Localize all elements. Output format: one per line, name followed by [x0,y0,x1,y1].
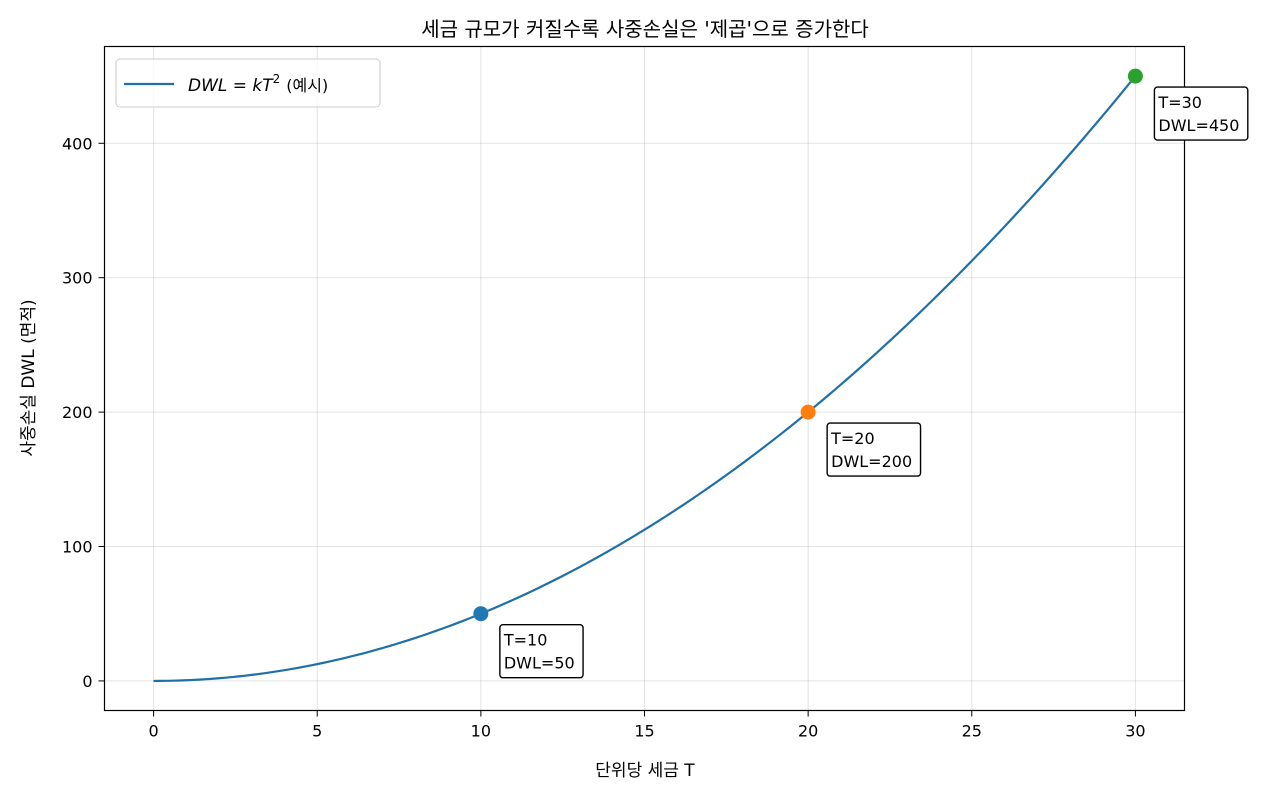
legend-suffix: (예시) [286,76,328,95]
point-annotation-line1: T=20 [830,429,875,448]
y-axis-ticks: 0 100 200 300 400 [62,134,105,691]
legend-exp: 2 [273,72,281,86]
legend-math: DWL = kT [188,76,274,96]
dwl-curve [153,75,1137,683]
chart-title: 세금 규모가 커질수록 사중손실은 '제곱'으로 증가한다 [421,17,869,41]
x-tick-label: 0 [148,722,158,741]
x-tick-label: 25 [962,722,982,741]
legend-label: DWL = kT2 (예시) [188,72,328,96]
point-annotation-line1: T=30 [1157,93,1202,112]
x-axis-ticks: 0 5 10 15 20 25 30 [148,710,1146,741]
grid [104,46,1185,711]
point-annotation-line2: DWL=200 [831,452,912,471]
x-axis-label: 단위당 세금 T [595,761,695,781]
y-tick-label: 200 [62,403,93,422]
y-tick-label: 400 [62,134,93,153]
x-tick-label: 15 [634,722,654,741]
point-annotation-box [499,624,584,679]
y-axis-label: 사중손실 DWL (면적) [19,299,39,456]
legend: DWL = kT2 (예시) [115,58,381,108]
point-annotation-line2: DWL=50 [504,654,575,673]
curve-layer [153,75,1137,683]
x-tick-label: 30 [1125,722,1145,741]
x-tick-label: 20 [798,722,818,741]
y-tick-label: 0 [82,672,92,691]
x-tick-label: 5 [312,722,322,741]
legend-box [115,58,381,108]
point-annotation-line2: DWL=450 [1158,116,1239,135]
annotation-layer: T=10 DWL=50 T=20 DWL=200 T=30 DWL=450 [499,86,1249,679]
point-annotation-box [1153,86,1249,141]
y-tick-label: 100 [62,538,93,557]
points-layer [473,68,1143,622]
point-annotation-line1: T=10 [503,631,548,650]
data-point [473,606,489,622]
point-annotation-box [826,422,922,477]
data-point [800,404,816,420]
data-point [1127,68,1143,84]
y-tick-label: 300 [62,269,93,288]
x-tick-label: 10 [471,722,491,741]
